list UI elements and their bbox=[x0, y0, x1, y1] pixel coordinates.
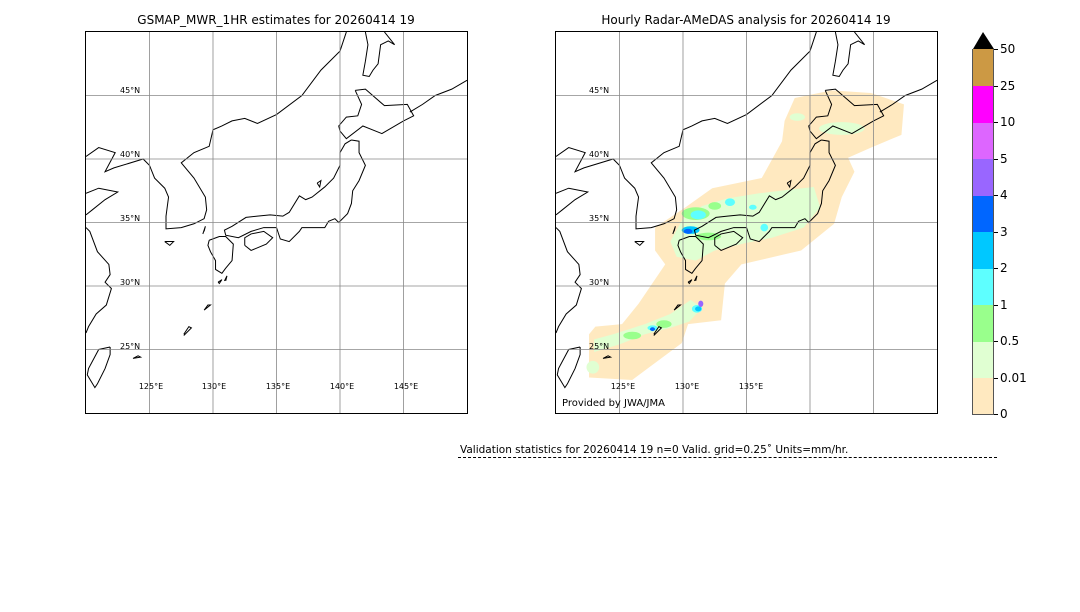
colorbar-segment bbox=[972, 341, 994, 378]
validation-statistics: Validation statistics for 20260414 19 n=… bbox=[460, 444, 849, 456]
lat-label-35: 35°N bbox=[589, 214, 610, 223]
gridlines bbox=[86, 32, 467, 413]
colorbar-tick bbox=[994, 268, 998, 269]
colorbar-tick bbox=[994, 304, 998, 306]
colorbar-tick bbox=[994, 85, 998, 87]
lon-label-140: 140°E bbox=[329, 382, 355, 391]
lon-label-130: 130°E bbox=[201, 382, 227, 391]
lon-label-135: 135°E bbox=[265, 382, 291, 391]
lat-label-25: 25°N bbox=[120, 342, 141, 351]
colorbar-label: 2 bbox=[1000, 261, 1008, 275]
colorbar-tick bbox=[994, 195, 998, 196]
right-map-title: Hourly Radar-AMeDAS analysis for 2026041… bbox=[601, 13, 891, 27]
lat-label-40: 40°N bbox=[589, 150, 610, 159]
precip-area-3-5 bbox=[649, 228, 704, 332]
colorbar-tick bbox=[994, 377, 998, 379]
gridlines bbox=[556, 32, 937, 413]
colorbar-label: 0 bbox=[1000, 407, 1008, 421]
colorbar-label: 4 bbox=[1000, 188, 1008, 202]
lat-label-35: 35°N bbox=[120, 214, 141, 223]
lat-label-30: 30°N bbox=[120, 278, 141, 287]
lon-label-125: 125°E bbox=[610, 382, 636, 391]
radar-amedas-map: 45°N 40°N 35°N 30°N 25°N 125°E 130°E 135… bbox=[555, 31, 938, 414]
colorbar-label: 1 bbox=[1000, 297, 1008, 312]
validation-divider bbox=[458, 457, 997, 458]
colorbar-segment bbox=[972, 377, 994, 415]
colorbar-tick bbox=[994, 231, 998, 233]
colorbar-segment bbox=[972, 231, 994, 269]
colorbar-segment bbox=[972, 85, 994, 123]
colorbar-segment bbox=[972, 49, 994, 86]
colorbar-tick bbox=[994, 341, 998, 342]
lat-label-45: 45°N bbox=[120, 86, 141, 95]
lon-label-130: 130°E bbox=[674, 382, 700, 391]
gsmap-map-canvas bbox=[86, 32, 467, 413]
gsmap-map: 45°N 40°N 35°N 30°N 25°N 125°E 130°E 135… bbox=[85, 31, 468, 414]
colorbar-segment bbox=[972, 122, 994, 159]
left-map-title: GSMAP_MWR_1HR estimates for 20260414 19 bbox=[137, 13, 415, 27]
lat-label-45: 45°N bbox=[589, 86, 610, 95]
colorbar-label: 25 bbox=[1000, 78, 1016, 93]
precip-area-0.01-0.5 bbox=[586, 113, 865, 374]
lat-label-25: 25°N bbox=[589, 342, 610, 351]
colorbar-label: 10 bbox=[1000, 115, 1016, 129]
colorbar-tick bbox=[994, 49, 998, 50]
colorbar-segment bbox=[972, 195, 994, 232]
lat-label-30: 30°N bbox=[589, 278, 610, 287]
precip-colorbar bbox=[972, 31, 995, 415]
colorbar-label: 50 bbox=[1000, 42, 1016, 56]
data-credit: Provided by JWA/JMA bbox=[562, 398, 665, 409]
colorbar-tick bbox=[994, 414, 998, 415]
colorbar-extend-arrow bbox=[973, 32, 994, 49]
colorbar-tick bbox=[994, 122, 998, 123]
lon-label-145: 145°E bbox=[393, 382, 419, 391]
lat-label-40: 40°N bbox=[120, 150, 141, 159]
colorbar-segment bbox=[972, 304, 994, 342]
radar-amedas-map-canvas bbox=[556, 32, 937, 413]
colorbar-label: 3 bbox=[1000, 224, 1008, 239]
colorbar-segment bbox=[972, 158, 994, 196]
colorbar-segment bbox=[972, 268, 994, 305]
lon-label-135: 135°E bbox=[738, 382, 764, 391]
lon-label-125: 125°E bbox=[138, 382, 164, 391]
colorbar-label: 0.5 bbox=[1000, 334, 1020, 348]
colorbar-label: 5 bbox=[1000, 151, 1008, 166]
colorbar-tick bbox=[994, 158, 998, 160]
colorbar-label: 0.01 bbox=[1000, 370, 1027, 385]
